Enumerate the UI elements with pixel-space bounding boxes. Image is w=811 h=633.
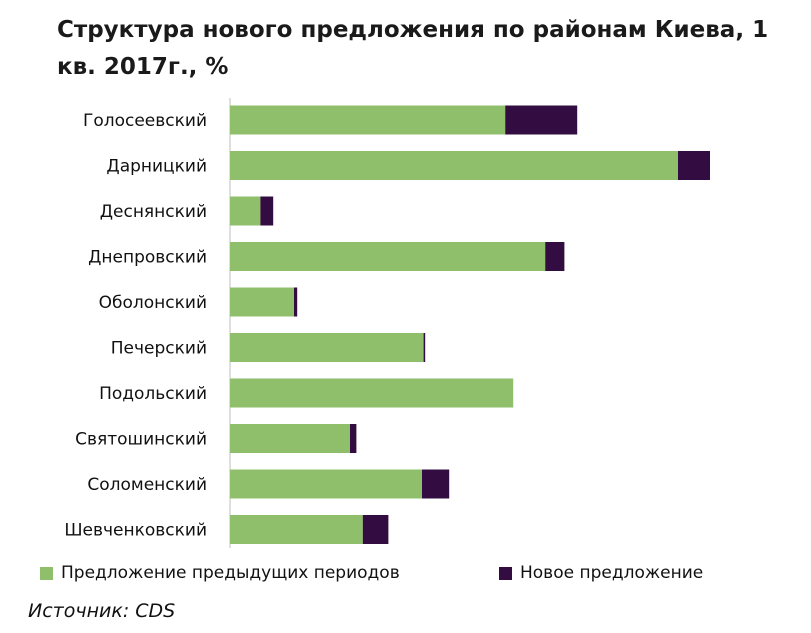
legend-item-new: Новое предложение xyxy=(499,563,703,583)
category-label: Шевченковский xyxy=(64,521,207,541)
legend-label-previous: Предложение предыдущих периодов xyxy=(61,563,400,583)
bar-new-offer xyxy=(362,515,389,544)
bar-previous-offer xyxy=(230,151,678,180)
legend-swatch-previous xyxy=(40,566,53,580)
chart-title: Структура нового предложения по районам … xyxy=(57,17,769,80)
bar-new-offer xyxy=(294,287,298,317)
bar-previous-offer xyxy=(230,242,546,271)
category-label: Соломенский xyxy=(87,475,207,495)
bar-new-offer xyxy=(260,196,274,226)
bar-previous-offer xyxy=(230,333,424,362)
bar-previous-offer xyxy=(230,469,422,499)
category-label: Святошинский xyxy=(75,430,207,450)
bar-previous-offer xyxy=(230,287,294,317)
legend: Предложение предыдущих периодов Новое пр… xyxy=(40,563,800,587)
bar-new-offer xyxy=(350,424,357,453)
bar-new-offer xyxy=(422,469,450,499)
category-label: Голосеевский xyxy=(83,111,207,131)
bar-new-offer xyxy=(545,242,565,271)
category-label: Оболонский xyxy=(99,293,207,313)
category-label: Днепровский xyxy=(88,248,207,268)
category-labels: Голосеевский Дарницкий Деснянский Днепровск… xyxy=(64,111,207,541)
category-label: Печерский xyxy=(111,339,207,359)
bar-new-offer xyxy=(505,105,578,135)
category-label: Подольский xyxy=(99,384,207,404)
bar-previous-offer xyxy=(230,196,261,226)
bar-new-offer xyxy=(423,333,426,362)
category-label: Деснянский xyxy=(100,202,207,222)
bar-previous-offer xyxy=(230,424,350,453)
bars-group xyxy=(230,105,710,544)
bar-previous-offer xyxy=(230,378,514,408)
legend-swatch-new xyxy=(499,566,512,580)
source-note: Источник: CDS xyxy=(28,600,176,622)
legend-label-new: Новое предложение xyxy=(520,563,704,583)
bar-chart: Голосеевский Дарницкий Деснянский Днепровск… xyxy=(64,98,710,548)
bar-new-offer xyxy=(678,151,710,180)
category-label: Дарницкий xyxy=(106,157,207,177)
bar-previous-offer xyxy=(230,515,363,544)
bar-previous-offer xyxy=(230,105,506,135)
legend-item-previous: Предложение предыдущих периодов xyxy=(40,563,400,583)
